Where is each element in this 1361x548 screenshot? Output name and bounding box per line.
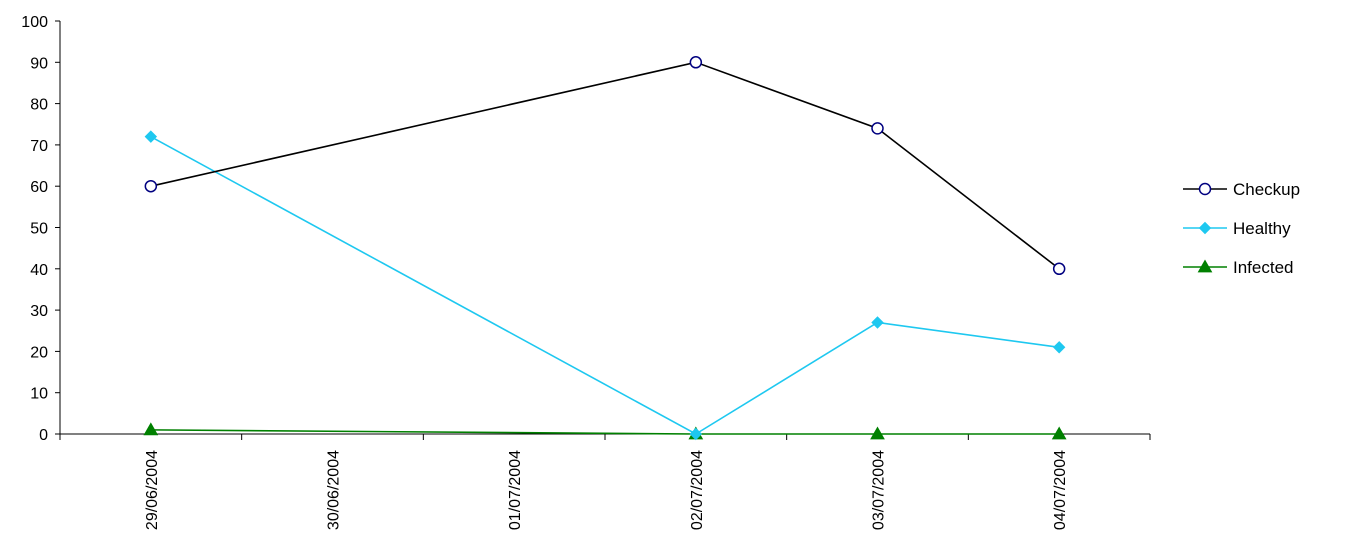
y-tick-label: 50 bbox=[30, 221, 48, 238]
series-group bbox=[143, 56, 1067, 441]
legend-marker-healthy bbox=[1198, 221, 1212, 235]
data-point-checkup bbox=[689, 56, 703, 69]
x-tick-label: 30/06/2004 bbox=[326, 450, 343, 530]
series-line-checkup bbox=[150, 61, 1060, 270]
legend-label-checkup: Checkup bbox=[1233, 180, 1300, 199]
y-tick-label: 80 bbox=[30, 97, 48, 114]
y-tick-label: 70 bbox=[30, 138, 48, 155]
data-point-healthy bbox=[1052, 341, 1066, 354]
y-tick-label: 90 bbox=[30, 55, 48, 72]
y-tick-label: 100 bbox=[21, 14, 48, 31]
data-point-healthy bbox=[144, 130, 158, 143]
data-point-infected bbox=[870, 426, 885, 440]
x-tick-label: 01/07/2004 bbox=[507, 450, 524, 530]
x-tick-label: 29/06/2004 bbox=[144, 450, 161, 530]
data-point-infected bbox=[1051, 426, 1067, 440]
legend: Checkup Healthy Infected bbox=[1183, 180, 1300, 277]
series-line-healthy bbox=[150, 135, 1060, 435]
data-point-healthy bbox=[689, 427, 703, 441]
series-healthy bbox=[144, 130, 1066, 441]
y-tick-label: 40 bbox=[30, 262, 48, 279]
tick-labels: 0 10 20 30 40 50 60 70 80 90 100 29/06/2004 30/06/20… bbox=[21, 14, 1069, 530]
y-tick-label: 60 bbox=[30, 179, 48, 196]
y-tick-label: 30 bbox=[30, 303, 48, 320]
x-tick-label: 03/07/2004 bbox=[871, 450, 888, 530]
x-tick-label: 04/07/2004 bbox=[1052, 450, 1069, 530]
data-point-checkup bbox=[1052, 262, 1066, 276]
legend-marker-infected bbox=[1197, 259, 1213, 273]
y-tick-label: 20 bbox=[30, 344, 48, 361]
legend-label-healthy: Healthy bbox=[1233, 219, 1291, 238]
legend-item-healthy: Healthy bbox=[1183, 219, 1291, 238]
data-point-checkup bbox=[871, 122, 884, 135]
data-point-infected bbox=[143, 422, 159, 436]
y-tick-label: 10 bbox=[30, 386, 48, 403]
data-point-checkup bbox=[144, 179, 158, 193]
data-point-healthy bbox=[871, 316, 884, 329]
x-tick-label: 02/07/2004 bbox=[689, 450, 706, 530]
legend-label-infected: Infected bbox=[1233, 258, 1294, 277]
legend-marker-checkup bbox=[1198, 182, 1212, 196]
series-line-infected bbox=[150, 429, 1060, 435]
legend-item-infected: Infected bbox=[1183, 258, 1294, 277]
legend-item-checkup: Checkup bbox=[1183, 180, 1300, 199]
series-checkup bbox=[144, 56, 1066, 276]
y-tick-label: 0 bbox=[39, 427, 48, 444]
